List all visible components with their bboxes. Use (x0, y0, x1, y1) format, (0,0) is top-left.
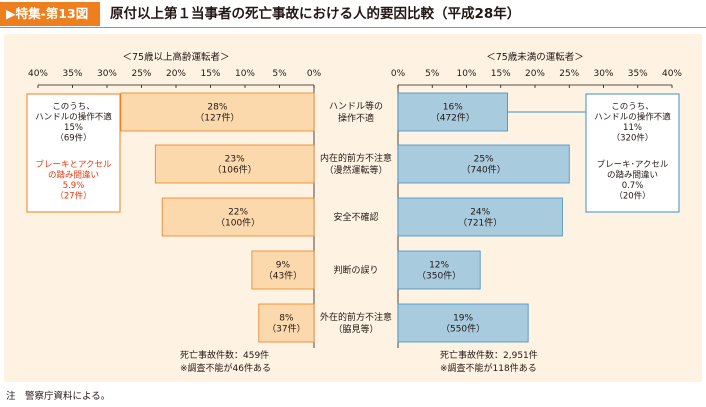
left-bar (251, 250, 315, 290)
left-bar-data-label: 22%（100件） (216, 208, 260, 229)
left-bar-data-label: 28%（127件） (195, 103, 239, 124)
right-bar-data-label: 16%（472件） (431, 103, 475, 124)
left-bar (120, 92, 315, 132)
category-label: 判断の誤り (333, 264, 378, 276)
right-x-tick-label: 25% (559, 69, 579, 79)
header-rule (0, 27, 706, 28)
left-callout-box (26, 93, 121, 213)
left-x-tick-label: 30% (97, 69, 117, 79)
left-callout-main-text: このうち、ハンドルの操作不適 15%（69件） (35, 102, 112, 144)
figure-number-badge: ▶特集-第13図 (0, 2, 100, 26)
left-bar (258, 303, 315, 343)
left-unknown-footnote: ※調査不能が46件ある (180, 362, 271, 374)
figure-title: 原付以上第１当事者の死亡事故における人的要因比較（平成28年） (110, 6, 521, 22)
category-label: ハンドル等の操作不適 (329, 100, 383, 124)
right-bar (397, 197, 563, 237)
right-x-tick-label: 0% (391, 69, 406, 79)
right-x-tick-label: 10% (456, 69, 476, 79)
right-total-count: 死亡事故件数：2,951件 (440, 349, 538, 361)
right-bar-data-label: 19%（550件） (441, 314, 485, 335)
right-bar (397, 250, 481, 290)
left-x-tick-label: 10% (235, 69, 255, 79)
left-chart-title: ＜75歳以上高齢運転者＞ (122, 51, 229, 63)
right-bar-data-label: 24%（721件） (458, 208, 502, 229)
right-chart-title: ＜75歳未満の運転者＞ (486, 51, 584, 63)
right-x-tick-label: 20% (525, 69, 545, 79)
right-bar (397, 144, 570, 184)
right-bar (397, 92, 508, 132)
left-callout-sub-text: ブレーキとアクセルの踏み間違い 5.9%（27件） (35, 159, 112, 202)
left-x-tick-label: 0% (307, 69, 322, 79)
right-callout-sub-text: ブレーキ･アクセルの踏み間違い 0.7%（20件） (597, 159, 669, 202)
figure-header: ▶特集-第13図 原付以上第１当事者の死亡事故における人的要因比較（平成28年） (0, 0, 706, 28)
left-x-tick-label: 20% (166, 69, 186, 79)
right-x-tick-label: 35% (628, 69, 648, 79)
category-label: 内在的前方不注意（漫然運転等） (320, 152, 392, 176)
category-label: 安全不確認 (333, 211, 378, 223)
right-unknown-footnote: ※調査不能が118件ある (440, 362, 537, 374)
left-bar (154, 144, 315, 184)
right-bar-data-label: 12%（350件） (417, 261, 461, 282)
left-bar-data-label: 8%（37件） (267, 314, 305, 335)
right-callout-box (585, 93, 680, 213)
left-total-count: 死亡事故件数：459件 (180, 349, 269, 361)
source-note: 注 警察庁資料による。 (6, 391, 111, 402)
left-x-tick-label: 40% (28, 69, 48, 79)
category-label: 外在的前方不注意（脇見等） (320, 311, 392, 335)
left-bar-data-label: 9%（43件） (264, 261, 302, 282)
right-x-tick-label: 40% (662, 69, 682, 79)
left-x-tick-label: 25% (131, 69, 151, 79)
left-bar (161, 197, 315, 237)
right-bar (397, 303, 529, 343)
right-callout-main-text: このうち、ハンドルの操作不適 11%（320件） (594, 102, 671, 144)
right-bar-data-label: 25%（740件） (462, 155, 506, 176)
left-x-tick-label: 5% (272, 69, 287, 79)
left-x-tick-label: 15% (200, 69, 220, 79)
right-x-tick-label: 15% (491, 69, 511, 79)
right-x-tick-label: 30% (593, 69, 613, 79)
left-x-tick-label: 35% (62, 69, 82, 79)
right-x-tick-label: 5% (425, 69, 440, 79)
left-bar-data-label: 23%（106件） (213, 155, 257, 176)
